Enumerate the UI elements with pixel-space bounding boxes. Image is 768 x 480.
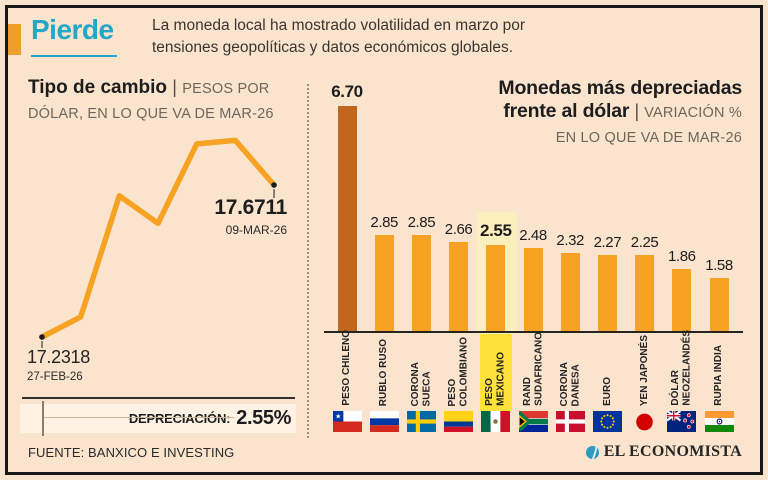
category-corona-danesa: CORONA DANESA	[550, 336, 590, 406]
start-point-value: 17.2318	[27, 347, 90, 367]
left-chart-title-bold: Tipo de cambio	[28, 77, 168, 98]
category-label-euro: EURO	[601, 377, 613, 406]
bar-peso-mexicano	[486, 245, 506, 331]
category-label-rublo-ruso: RUBLO RUSO	[378, 338, 390, 406]
source-note: FUENTE: BANXICO E INVESTING	[28, 445, 235, 460]
publisher-name: EL ECONOMISTA	[603, 443, 742, 460]
flag-eu-icon	[592, 411, 622, 432]
section-divider	[307, 84, 309, 438]
category-dolar-neozelandes: DÓLAR NEOZELANDÉS	[662, 330, 702, 406]
flag-russia-icon	[369, 411, 399, 432]
bar-value-corona-sueca: 2.85	[407, 214, 436, 232]
left-chart-baseline	[22, 397, 295, 399]
flag-denmark-icon	[555, 411, 585, 432]
bar-value-peso-chileno: 6.70	[331, 81, 363, 101]
category-label-rupia-india: RUPIA INDIA	[713, 345, 725, 406]
right-chart-title-line2: frente al dólar	[503, 100, 630, 122]
left-chart-subtitle-line1: PESOS POR	[182, 81, 270, 97]
bar-yen-japones	[635, 255, 655, 331]
flag-mexico-icon	[481, 411, 511, 432]
flag-south-africa-icon	[518, 411, 548, 432]
depreciation-strip-tick	[42, 401, 44, 436]
currency-flags	[320, 411, 748, 433]
headline-line2: tensiones geopolíticas y datos económico…	[152, 39, 514, 56]
bar-euro	[597, 254, 617, 331]
category-label-yen-japones: YEN JAPONÉS	[638, 334, 650, 406]
category-rupia-india: RUPIA INDIA	[699, 336, 739, 406]
infographic-frame	[5, 5, 763, 475]
category-label-dolar-neozelandes: DÓLAR NEOZELANDÉS	[670, 330, 693, 406]
category-rublo-ruso: RUBLO RUSO	[364, 336, 404, 406]
globe-icon	[585, 445, 599, 459]
category-peso-chileno: PESO CHILENO	[327, 330, 367, 406]
category-label-peso-chileno: PESO CHILENO	[341, 330, 353, 406]
kicker-square-icon	[8, 24, 21, 55]
bar-value-rupia-india: 1.58	[705, 256, 733, 274]
right-chart-title: Monedas más depreciadas frente al dólar …	[420, 77, 742, 150]
bar-rupia-india	[709, 277, 729, 331]
flag-chile-icon	[332, 411, 362, 432]
exchange-rate-line-chart	[39, 137, 277, 348]
category-rand-sudafricano: RAND SUDAFRICANO	[513, 332, 553, 406]
bar-value-rublo-ruso: 2.85	[370, 214, 398, 232]
right-chart-title-line1: Monedas más depreciadas	[498, 77, 742, 99]
publisher-logo: EL ECONOMISTA	[585, 443, 742, 461]
bar-peso-chileno	[337, 105, 357, 331]
category-label-rand-sudafricano: RAND SUDAFRICANO	[521, 332, 545, 406]
left-chart-subtitle-line2: DÓLAR, EN LO QUE VA DE MAR-26	[28, 106, 274, 122]
bar-value-rand-sudafricano: 2.48	[519, 226, 547, 244]
left-chart-title: Tipo de cambio | PESOS POR DÓLAR, EN LO …	[28, 76, 313, 126]
start-point-date: 27-FEB-26	[27, 371, 83, 383]
flag-japan-icon	[630, 411, 659, 432]
bar-value-peso-mexicano: 2.55	[480, 221, 512, 241]
headline: La moneda local ha mostrado volatilidad …	[152, 15, 632, 59]
right-chart-title-separator: |	[634, 101, 639, 121]
right-chart-subtitle-line1: VARIACIÓN %	[644, 105, 742, 121]
category-peso-colombiano: PESO COLOMBIANO	[439, 336, 479, 406]
kicker-underline	[31, 55, 117, 57]
right-chart-subtitle-line2: EN LO QUE VA DE MAR-26	[555, 130, 742, 146]
bar-dolar-neozelandes	[672, 268, 692, 331]
right-chart-baseline	[324, 331, 743, 333]
category-yen-japones: YEN JAPONÉS	[625, 334, 665, 406]
depreciation-strip-line	[44, 417, 234, 418]
category-corona-sueca: CORONA SUECA	[401, 336, 441, 406]
headline-line1: La moneda local ha mostrado volatilidad …	[152, 17, 526, 34]
flag-colombia-icon	[444, 411, 474, 432]
category-label-corona-danesa: CORONA DANESA	[558, 361, 582, 406]
bar-value-yen-japones: 2.25	[630, 234, 659, 252]
bar-rublo-ruso	[374, 235, 394, 331]
category-label-corona-sueca: CORONA SUECA	[409, 361, 433, 406]
depreciation-strip: DEPRECIACIÓN: 2.55%	[20, 401, 296, 436]
category-label-peso-mexicano: PESO MEXICANO	[484, 352, 507, 406]
end-point-date: 09-MAR-26	[225, 223, 287, 237]
bar-value-dolar-neozelandes: 1.86	[667, 247, 696, 265]
kicker-word: Pierde	[31, 14, 114, 45]
left-chart-title-separator: |	[172, 77, 177, 97]
bar-value-euro: 2.27	[593, 233, 622, 251]
bar-rand-sudafricano	[523, 247, 543, 331]
depreciation-value: 2.55%	[236, 407, 291, 429]
bar-corona-danesa	[560, 253, 580, 331]
bar-value-peso-colombiano: 2.66	[444, 220, 473, 238]
bar-peso-colombiano	[449, 241, 469, 331]
category-label-peso-colombiano: PESO COLOMBIANO	[447, 336, 470, 406]
flag-new-zealand-icon	[667, 411, 697, 432]
category-peso-mexicano: PESO MEXICANO	[476, 336, 516, 406]
bar-value-corona-danesa: 2.32	[556, 232, 584, 250]
flag-sweden-icon	[406, 411, 436, 432]
category-euro: EURO	[587, 336, 627, 406]
flag-india-icon	[704, 411, 734, 432]
currency-labels: PESO CHILENO RUBLO RUSO CORONA SUECA PESO C…	[320, 330, 748, 406]
bar-corona-sueca	[411, 235, 431, 331]
mexico-highlight-lower	[480, 334, 512, 411]
depreciation-label: DEPRECIACIÓN:	[128, 411, 231, 426]
end-point-value: 17.6711	[214, 196, 287, 219]
currency-bar-chart: 6.70 2.85 2.85 2.66 2.55 2.48 2.32 2.27 2.25 1.86…	[320, 80, 748, 333]
